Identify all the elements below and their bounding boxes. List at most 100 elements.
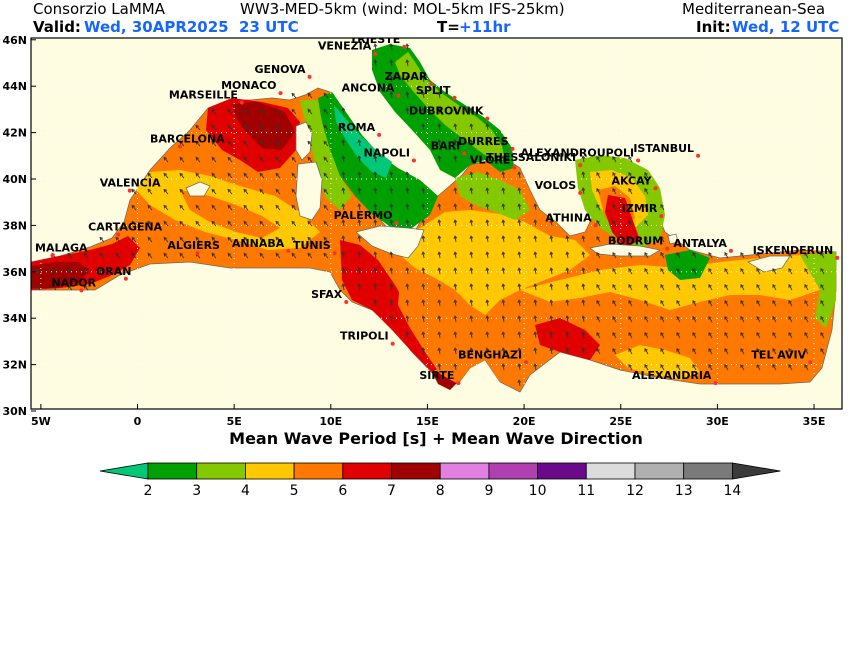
- direction-arrow: [485, 155, 490, 163]
- direction-arrow: [469, 139, 474, 147]
- city-label: BARCELONA: [150, 133, 225, 146]
- direction-arrow: [804, 348, 809, 355]
- direction-arrow: [469, 203, 474, 211]
- direction-arrow: [389, 283, 394, 291]
- direction-arrow: [644, 236, 649, 243]
- direction-arrow: [756, 300, 761, 307]
- direction-arrow: [533, 283, 538, 291]
- sicily: [355, 225, 425, 259]
- direction-arrow: [612, 172, 617, 179]
- city-label: ORAN: [96, 265, 132, 278]
- direction-arrow: [740, 268, 745, 275]
- direction-arrow: [453, 187, 458, 195]
- direction-arrow: [676, 332, 681, 339]
- direction-arrow: [453, 331, 458, 339]
- city-dot: [344, 299, 349, 304]
- direction-arrow: [163, 252, 169, 259]
- direction-arrow: [275, 108, 281, 115]
- direction-arrow: [581, 187, 586, 195]
- direction-arrow: [565, 251, 570, 259]
- direction-arrow: [389, 187, 394, 195]
- direction-arrow: [740, 300, 745, 307]
- direction-arrow: [307, 156, 313, 163]
- direction-arrow: [453, 139, 458, 147]
- city-label: ANCONA: [342, 81, 395, 94]
- direction-arrow: [405, 299, 410, 307]
- city-label: MALAGA: [35, 242, 88, 255]
- direction-arrow: [533, 299, 538, 307]
- direction-arrow: [405, 171, 410, 179]
- direction-arrow: [469, 187, 474, 195]
- direction-arrow: [389, 299, 394, 307]
- direction-arrow: [485, 299, 490, 307]
- city-label: SFAX: [311, 288, 343, 301]
- sirte-orange: [398, 280, 510, 384]
- colorbar-label: 13: [675, 483, 693, 499]
- direction-arrow: [804, 252, 809, 259]
- direction-arrow: [772, 348, 777, 355]
- direction-arrow: [323, 124, 329, 131]
- direction-arrow: [501, 267, 506, 275]
- city-dot: [396, 93, 401, 98]
- direction-arrow: [692, 300, 697, 307]
- city-label: ISTANBUL: [633, 142, 694, 155]
- direction-arrow: [437, 123, 442, 131]
- direction-arrow: [131, 252, 137, 259]
- direction-arrow: [453, 347, 458, 355]
- city-dot: [512, 165, 517, 170]
- direction-arrow: [341, 139, 346, 147]
- direction-arrow: [373, 59, 378, 67]
- direction-arrow: [612, 188, 617, 195]
- direction-arrow: [804, 332, 809, 339]
- direction-arrow: [692, 252, 697, 259]
- direction-arrow: [163, 220, 169, 227]
- direction-arrow: [501, 139, 506, 147]
- lead-time: +11hr: [459, 18, 511, 36]
- direction-arrow: [357, 187, 362, 195]
- direction-arrow: [83, 284, 89, 291]
- direction-arrow: [259, 236, 265, 243]
- direction-arrow: [83, 268, 89, 275]
- city-label: ATHINA: [545, 211, 592, 224]
- direction-arrow: [660, 284, 665, 291]
- direction-arrow: [115, 236, 121, 243]
- direction-arrow: [389, 91, 394, 99]
- direction-arrow: [644, 268, 649, 275]
- colorbar-swatch: [439, 462, 490, 480]
- direction-arrow: [612, 348, 617, 355]
- direction-arrow: [644, 364, 649, 371]
- direction-arrow: [275, 172, 281, 179]
- direction-arrow: [323, 92, 329, 99]
- direction-arrow: [275, 252, 281, 259]
- colorbar-swatch: [585, 462, 636, 480]
- direction-arrow: [644, 188, 649, 195]
- direction-arrow: [341, 267, 346, 275]
- city-dot: [116, 232, 121, 237]
- direction-arrow: [517, 347, 522, 355]
- city-label: SIRTE: [419, 369, 454, 382]
- direction-arrow: [501, 363, 506, 371]
- direction-arrow: [323, 204, 329, 211]
- direction-arrow: [628, 332, 633, 339]
- direction-arrow: [147, 188, 153, 195]
- direction-arrow: [323, 188, 329, 195]
- direction-arrow: [612, 316, 617, 323]
- direction-arrow: [373, 171, 378, 179]
- direction-arrow: [820, 316, 825, 323]
- direction-arrow: [724, 332, 729, 339]
- direction-arrow: [724, 300, 729, 307]
- levantine-east-orange: [730, 312, 820, 368]
- direction-arrow: [596, 188, 601, 195]
- direction-arrow: [820, 348, 825, 355]
- direction-arrow: [469, 315, 474, 323]
- city-dot: [636, 158, 641, 163]
- direction-arrow: [549, 283, 554, 291]
- direction-arrow: [549, 235, 554, 243]
- direction-arrow: [421, 251, 426, 259]
- direction-arrow: [469, 235, 474, 243]
- direction-arrow: [772, 268, 777, 275]
- direction-arrow: [485, 235, 490, 243]
- direction-arrow: [373, 299, 378, 307]
- direction-arrow: [660, 348, 665, 355]
